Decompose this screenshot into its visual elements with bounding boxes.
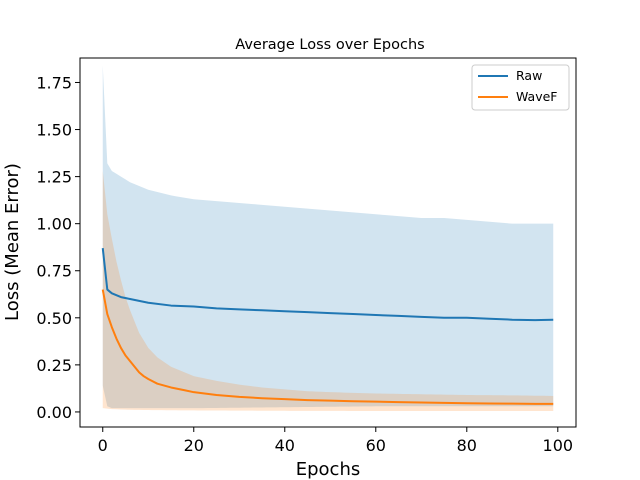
y-tick-label: 1.75 — [36, 73, 72, 92]
plot-frame — [79, 57, 577, 428]
y-tick-label: 1.25 — [36, 168, 72, 187]
band-raw — [102, 65, 554, 409]
y-axis-label: Loss (Mean Error) — [2, 163, 23, 321]
y-tick-label: 0.00 — [36, 403, 72, 422]
legend-label-wavef: WaveF — [516, 89, 558, 104]
x-axis-ticks: 0 20 40 60 80 100 — [98, 427, 573, 455]
band-wavef — [102, 170, 554, 411]
x-tick-label: 0 — [98, 436, 108, 455]
y-tick-label: 0.50 — [36, 309, 72, 328]
y-tick-label: 1.00 — [36, 215, 72, 234]
confidence-bands — [102, 65, 554, 411]
x-tick-label: 60 — [366, 436, 386, 455]
y-tick-label: 0.75 — [36, 262, 72, 281]
x-tick-label: 20 — [184, 436, 204, 455]
legend-label-raw: Raw — [516, 68, 542, 83]
y-axis-ticks: 0.00 0.25 0.50 0.75 1.00 1.25 1.50 1.75 — [36, 73, 80, 422]
x-axis-label: Epochs — [296, 459, 361, 480]
x-tick-label: 40 — [275, 436, 295, 455]
series-lines — [101, 248, 554, 405]
x-tick-label: 80 — [457, 436, 477, 455]
y-tick-label: 0.25 — [36, 356, 72, 375]
x-tick-label: 100 — [543, 436, 574, 455]
series-line-wavef — [101, 289, 554, 405]
legend: Raw WaveF — [471, 64, 570, 111]
series-line-raw — [101, 248, 554, 322]
y-tick-label: 1.50 — [36, 121, 72, 140]
chart-title: Average Loss over Epochs — [235, 37, 424, 53]
